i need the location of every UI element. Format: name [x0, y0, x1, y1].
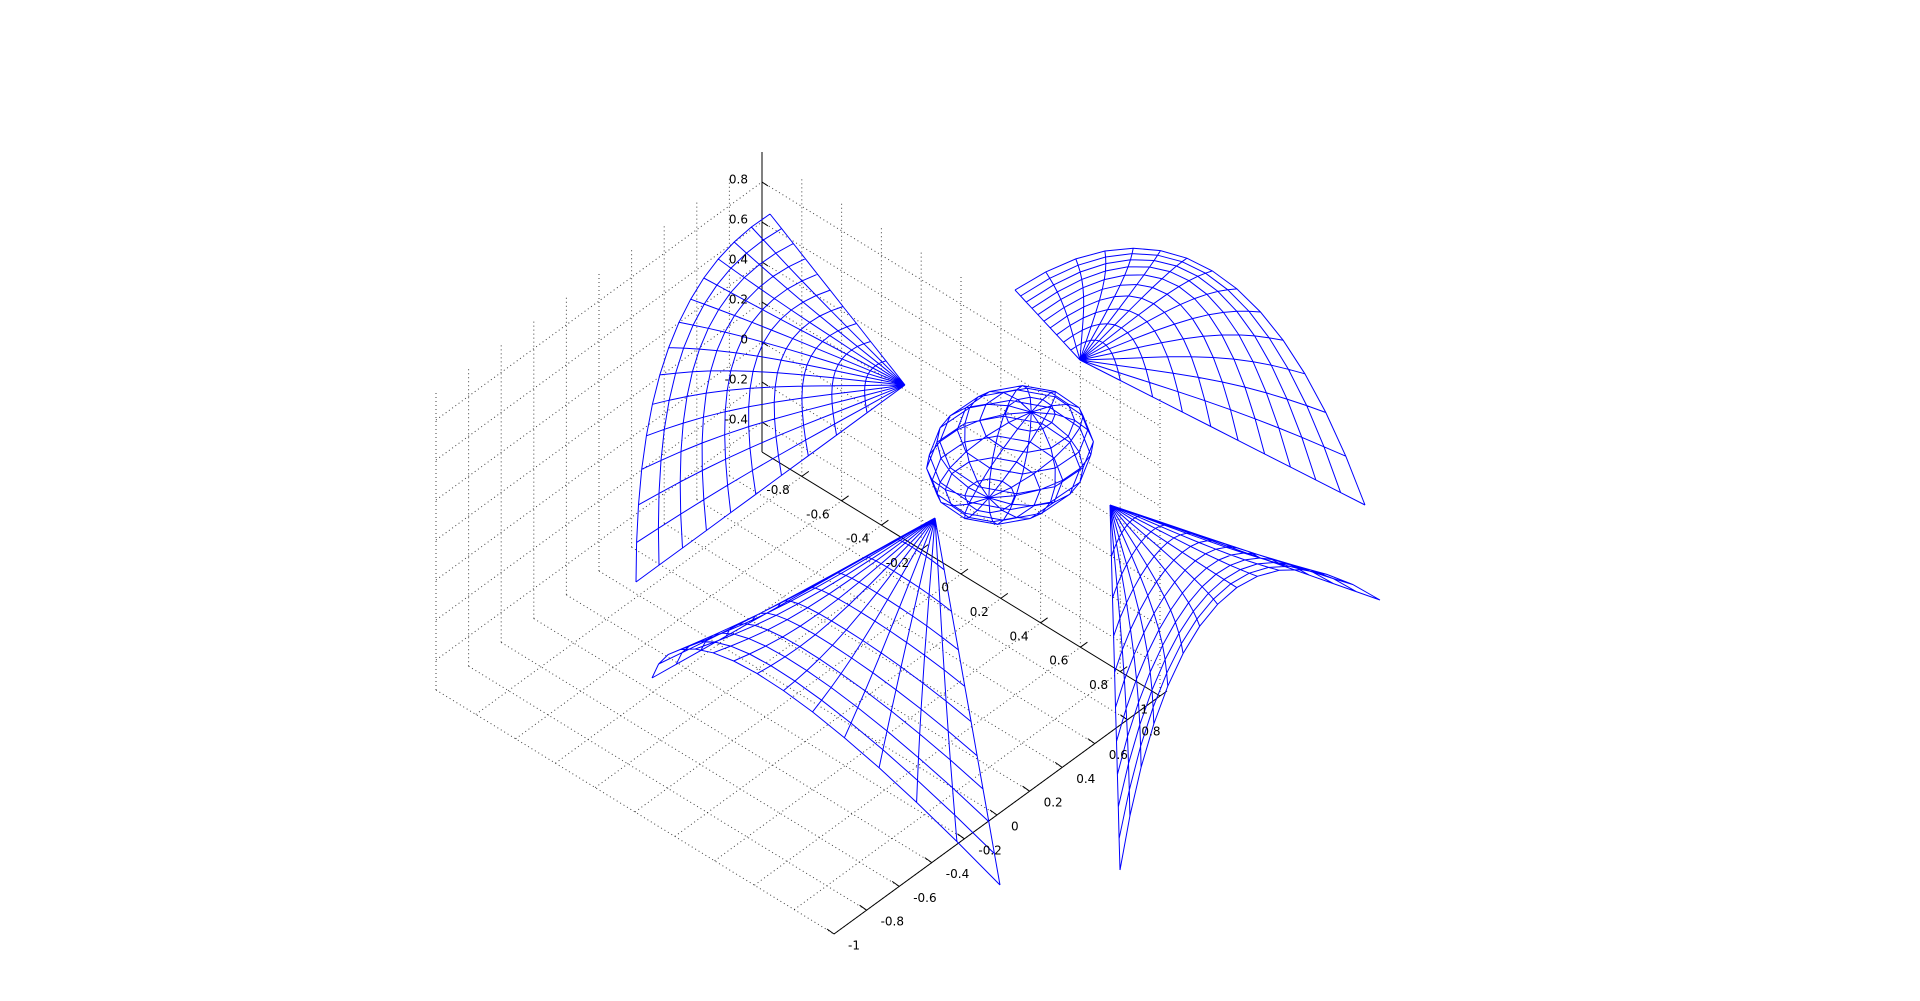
- grid-line-floor-x: [634, 573, 962, 813]
- x-tick: [801, 470, 810, 477]
- y-tick-label: -1: [848, 939, 860, 953]
- grid-line-floor-x: [793, 671, 1121, 911]
- y-tick: [989, 809, 998, 816]
- x-tick-label: -0.6: [806, 507, 829, 521]
- z-tick: [761, 381, 769, 387]
- x-tick-label: 0: [941, 581, 949, 595]
- central-body: [926, 385, 1094, 525]
- x-tick-label: -0.4: [846, 532, 869, 546]
- grid-line-wall-z: [435, 341, 763, 581]
- z-tick: [761, 261, 769, 267]
- x-tick: [841, 495, 849, 502]
- grid-line-floor-y: [696, 499, 1096, 745]
- z-tick-label: -0.4: [725, 413, 748, 427]
- x-tick: [1000, 592, 1009, 599]
- grid-line-wall-z: [435, 301, 763, 541]
- y-tick-label: 0.6: [1109, 748, 1128, 762]
- y-tick-label: -0.6: [913, 891, 936, 905]
- x-tick-label: 0.4: [1010, 629, 1029, 643]
- y-tick: [1054, 761, 1063, 768]
- tick-labels: -0.8 -0.6 -0.4 -0.2 0 0.2 0.4 0.6 0.8 1 -1 -0.8 -0.6…: [725, 173, 1161, 953]
- grid-line-floor-x: [674, 597, 1002, 837]
- grid-line-floor-x: [754, 646, 1081, 886]
- x-tick-label: 0.8: [1089, 678, 1108, 692]
- y-tick: [957, 833, 965, 840]
- x-tick-label: 1: [1140, 703, 1148, 717]
- y-tick-label: 0: [1011, 820, 1019, 834]
- x-tick-label: -0.8: [766, 483, 789, 497]
- z-tick-label: 0: [740, 333, 748, 347]
- y-tick: [924, 857, 933, 864]
- x-tick: [1040, 617, 1048, 624]
- y-tick-label: -0.8: [881, 915, 904, 929]
- y-tick-label: 0.2: [1044, 796, 1063, 810]
- grid-line-floor-x: [714, 622, 1041, 862]
- y-tick: [891, 880, 900, 887]
- z-tick-label: 0.6: [729, 213, 748, 227]
- grid-line-wall-z: [761, 381, 1161, 627]
- axes: [761, 152, 1168, 935]
- y-tick: [1022, 785, 1030, 792]
- x-tick: [881, 519, 889, 526]
- z-tick-label: -0.2: [725, 373, 748, 387]
- grid-line-wall-z: [435, 261, 763, 501]
- x-tick-label: -0.2: [886, 556, 909, 570]
- grid-line-wall-z: [435, 421, 763, 661]
- y-tick: [826, 928, 835, 935]
- grid-line-floor-x: [555, 524, 882, 764]
- y-tick: [1087, 738, 1096, 745]
- y-tick-label: 0.8: [1141, 724, 1160, 738]
- x-tick: [1080, 641, 1088, 648]
- mesh-surfaces: [635, 213, 1381, 886]
- grid-line-wall-z: [435, 221, 763, 461]
- lobe-lower-left: [651, 517, 1001, 886]
- z-tick: [761, 221, 769, 227]
- grid-line-wall-z: [435, 181, 763, 421]
- y-tick: [859, 904, 867, 911]
- z-tick-label: 0.8: [729, 173, 748, 187]
- grid-line-floor-x: [515, 500, 842, 740]
- z-tick: [761, 181, 769, 187]
- x-tick-label: 0.2: [970, 605, 989, 619]
- lobe-upper-left: [635, 213, 906, 583]
- z-tick-label: 0.2: [729, 293, 748, 307]
- lobe-lower-right: [1109, 504, 1381, 871]
- grid-line-floor-x: [594, 549, 922, 789]
- x-tick: [960, 568, 969, 575]
- grid-line-floor-x: [475, 475, 803, 715]
- x-tick-label: 0.6: [1049, 654, 1068, 668]
- y-tick-label: -0.4: [946, 867, 969, 881]
- grid-line-floor-y: [598, 570, 998, 816]
- y-tick-label: -0.2: [978, 843, 1001, 857]
- lobe-upper-right: [1014, 247, 1366, 506]
- y-tick-label: 0.4: [1076, 772, 1095, 786]
- grid-line-wall-z: [435, 381, 763, 621]
- z-tick-label: 0.4: [729, 253, 748, 267]
- grid-line-floor-y: [631, 546, 1030, 792]
